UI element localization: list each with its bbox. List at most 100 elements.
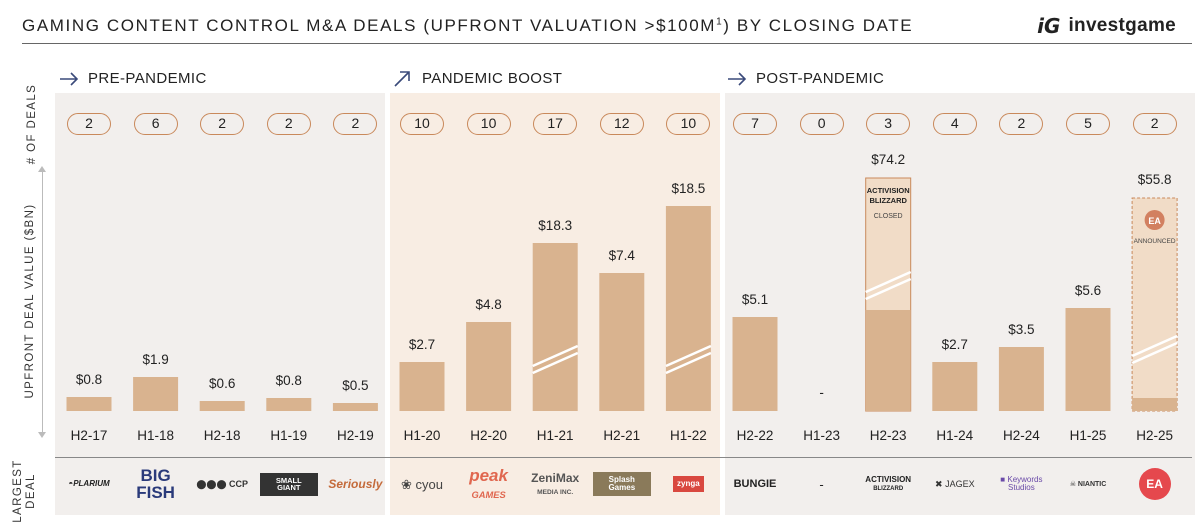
value-label: $0.8: [76, 372, 102, 387]
arrow-right-icon: [728, 71, 747, 86]
x-tick-label: H2-23: [870, 428, 907, 443]
largest-deal-name: BUNGIE: [733, 477, 777, 490]
bar-h1-19: [266, 398, 312, 411]
bigfish-logo: BIG FISH: [127, 463, 185, 505]
deal-count-pill: 10: [466, 113, 511, 135]
value-label: $5.1: [742, 292, 768, 307]
seriously-logo: Seriously: [326, 463, 384, 505]
era-label: PANDEMIC BOOST: [422, 70, 563, 87]
largest-deal-name: ❀ cyou: [401, 476, 443, 492]
bar-h2-18: [199, 401, 245, 411]
bar-h1-18: [133, 377, 179, 411]
logo-glyph-icon: ◓: [68, 479, 74, 488]
x-axis-divider: [55, 457, 1192, 458]
logo-glyph-icon: ✖: [935, 478, 946, 489]
jagex-logo: ✖ JAGEX: [926, 463, 984, 505]
deal-count-pill: 4: [932, 113, 977, 135]
era-pre-pandemic: PRE-PANDEMIC: [58, 70, 207, 87]
largest-deal-name: ✖ JAGEX: [935, 478, 975, 489]
x-tick-label: H2-21: [603, 428, 640, 443]
value-label: -: [819, 385, 824, 400]
smallgiant-logo: SMALL GIANT: [259, 463, 318, 505]
annotation-status: ANNOUNCED: [1134, 238, 1176, 245]
deal-count-pill: 2: [999, 113, 1044, 135]
axis-arrow-up: [38, 166, 46, 172]
value-label: $55.8: [1138, 172, 1172, 187]
largest-deal-empty: -: [793, 463, 851, 505]
x-tick-label: H1-19: [270, 428, 307, 443]
era-post-pandemic: POST-PANDEMIC: [726, 70, 884, 87]
value-label: $2.7: [409, 337, 435, 352]
era-label: POST-PANDEMIC: [756, 70, 885, 87]
zenimax-logo: ZeniMax MEDIA INC.: [526, 463, 584, 505]
bar-h1-25: [1065, 308, 1111, 411]
deal-count-pill: 10: [666, 113, 711, 135]
bar-h2-25: [1132, 398, 1178, 411]
axis-break-mark: [665, 351, 712, 375]
bar-h2-20: [466, 322, 512, 411]
bungie-logo: BUNGIE: [726, 463, 784, 505]
bar-h2-19: [332, 403, 378, 411]
ea-logo: EA: [1126, 463, 1184, 505]
largest-deal-name: SMALL GIANT: [259, 472, 318, 496]
value-label: $3.5: [1008, 322, 1034, 337]
value-label: $74.2: [871, 152, 905, 167]
largest-deal-name: ⬤⬤⬤ CCP: [196, 478, 249, 489]
era-pandemic-boost: PANDEMIC BOOST: [392, 70, 562, 87]
largest-deal-name: zynga: [673, 476, 704, 492]
largest-deal-name: peak GAMES: [469, 466, 508, 500]
axis-break-mark: [1131, 334, 1178, 358]
bar-ghost-h2-25: [1131, 197, 1178, 412]
logo-glyph-icon: ⬤⬤⬤: [196, 478, 230, 489]
value-label: $0.5: [342, 378, 368, 393]
largest-deal-name: EA: [1138, 468, 1171, 500]
largest-deal-name: Seriously: [328, 477, 383, 491]
annotation-logo-text: EA: [1148, 216, 1161, 226]
axis-break-mark: [532, 344, 579, 368]
value-label: $18.5: [672, 181, 706, 196]
x-tick-label: H1-23: [803, 428, 840, 443]
cyou-logo: ❀ cyou: [393, 463, 451, 505]
deal-count-pill: 5: [1066, 113, 1110, 135]
x-tick-label: H1-22: [670, 428, 707, 443]
bar-h1-20: [399, 362, 445, 411]
bar-h2-24: [998, 347, 1044, 411]
brand-logo: iG investgame: [1037, 14, 1176, 38]
x-tick-label: H1-20: [404, 428, 441, 443]
x-tick-label: H2-22: [737, 428, 774, 443]
niantic-logo: ☠ NIANTIC: [1059, 463, 1117, 505]
value-label: $0.8: [276, 373, 302, 388]
bar-h2-23: [865, 310, 911, 411]
x-tick-label: H1-24: [936, 428, 973, 443]
largest-deal-name: ZeniMax MEDIA INC.: [531, 470, 580, 496]
era-label: PRE-PANDEMIC: [88, 70, 207, 87]
x-tick-label: H1-18: [137, 428, 174, 443]
activision-logo: ACTIVISION BLIZZARD: [859, 463, 917, 505]
value-label: $4.8: [475, 297, 501, 312]
x-tick-label: H2-25: [1136, 428, 1173, 443]
value-label: $7.4: [609, 248, 636, 263]
investgame-icon: iG: [1037, 14, 1061, 38]
annotation-status: CLOSED: [874, 213, 903, 220]
zynga-logo: zynga: [659, 463, 717, 505]
x-tick-label: H2-20: [470, 428, 507, 443]
largest-deal-name: ◓PLARIUM: [68, 479, 110, 488]
largest-deal-name: -: [819, 476, 824, 492]
deal-count-pill: 2: [333, 113, 378, 135]
deal-count-pill: 7: [733, 113, 777, 135]
axis-break-mark: [665, 344, 712, 368]
brand-name: investgame: [1068, 15, 1176, 36]
bar-h2-22: [732, 317, 778, 411]
axis-break-mark: [865, 270, 912, 294]
deal-count-pill: 6: [133, 113, 178, 135]
panel-pre-pandemic: [55, 93, 385, 515]
x-tick-label: H2-24: [1003, 428, 1040, 443]
annotation-logo-text: BLIZZARD: [869, 196, 907, 205]
bar-h1-22: [665, 206, 711, 411]
deal-count-pill: 12: [599, 113, 644, 135]
deal-count-pill: 2: [67, 113, 111, 135]
annotation-logo-text: ACTIVISION: [867, 186, 910, 195]
value-axis-line: [42, 172, 43, 434]
bar-h2-17: [66, 397, 112, 411]
